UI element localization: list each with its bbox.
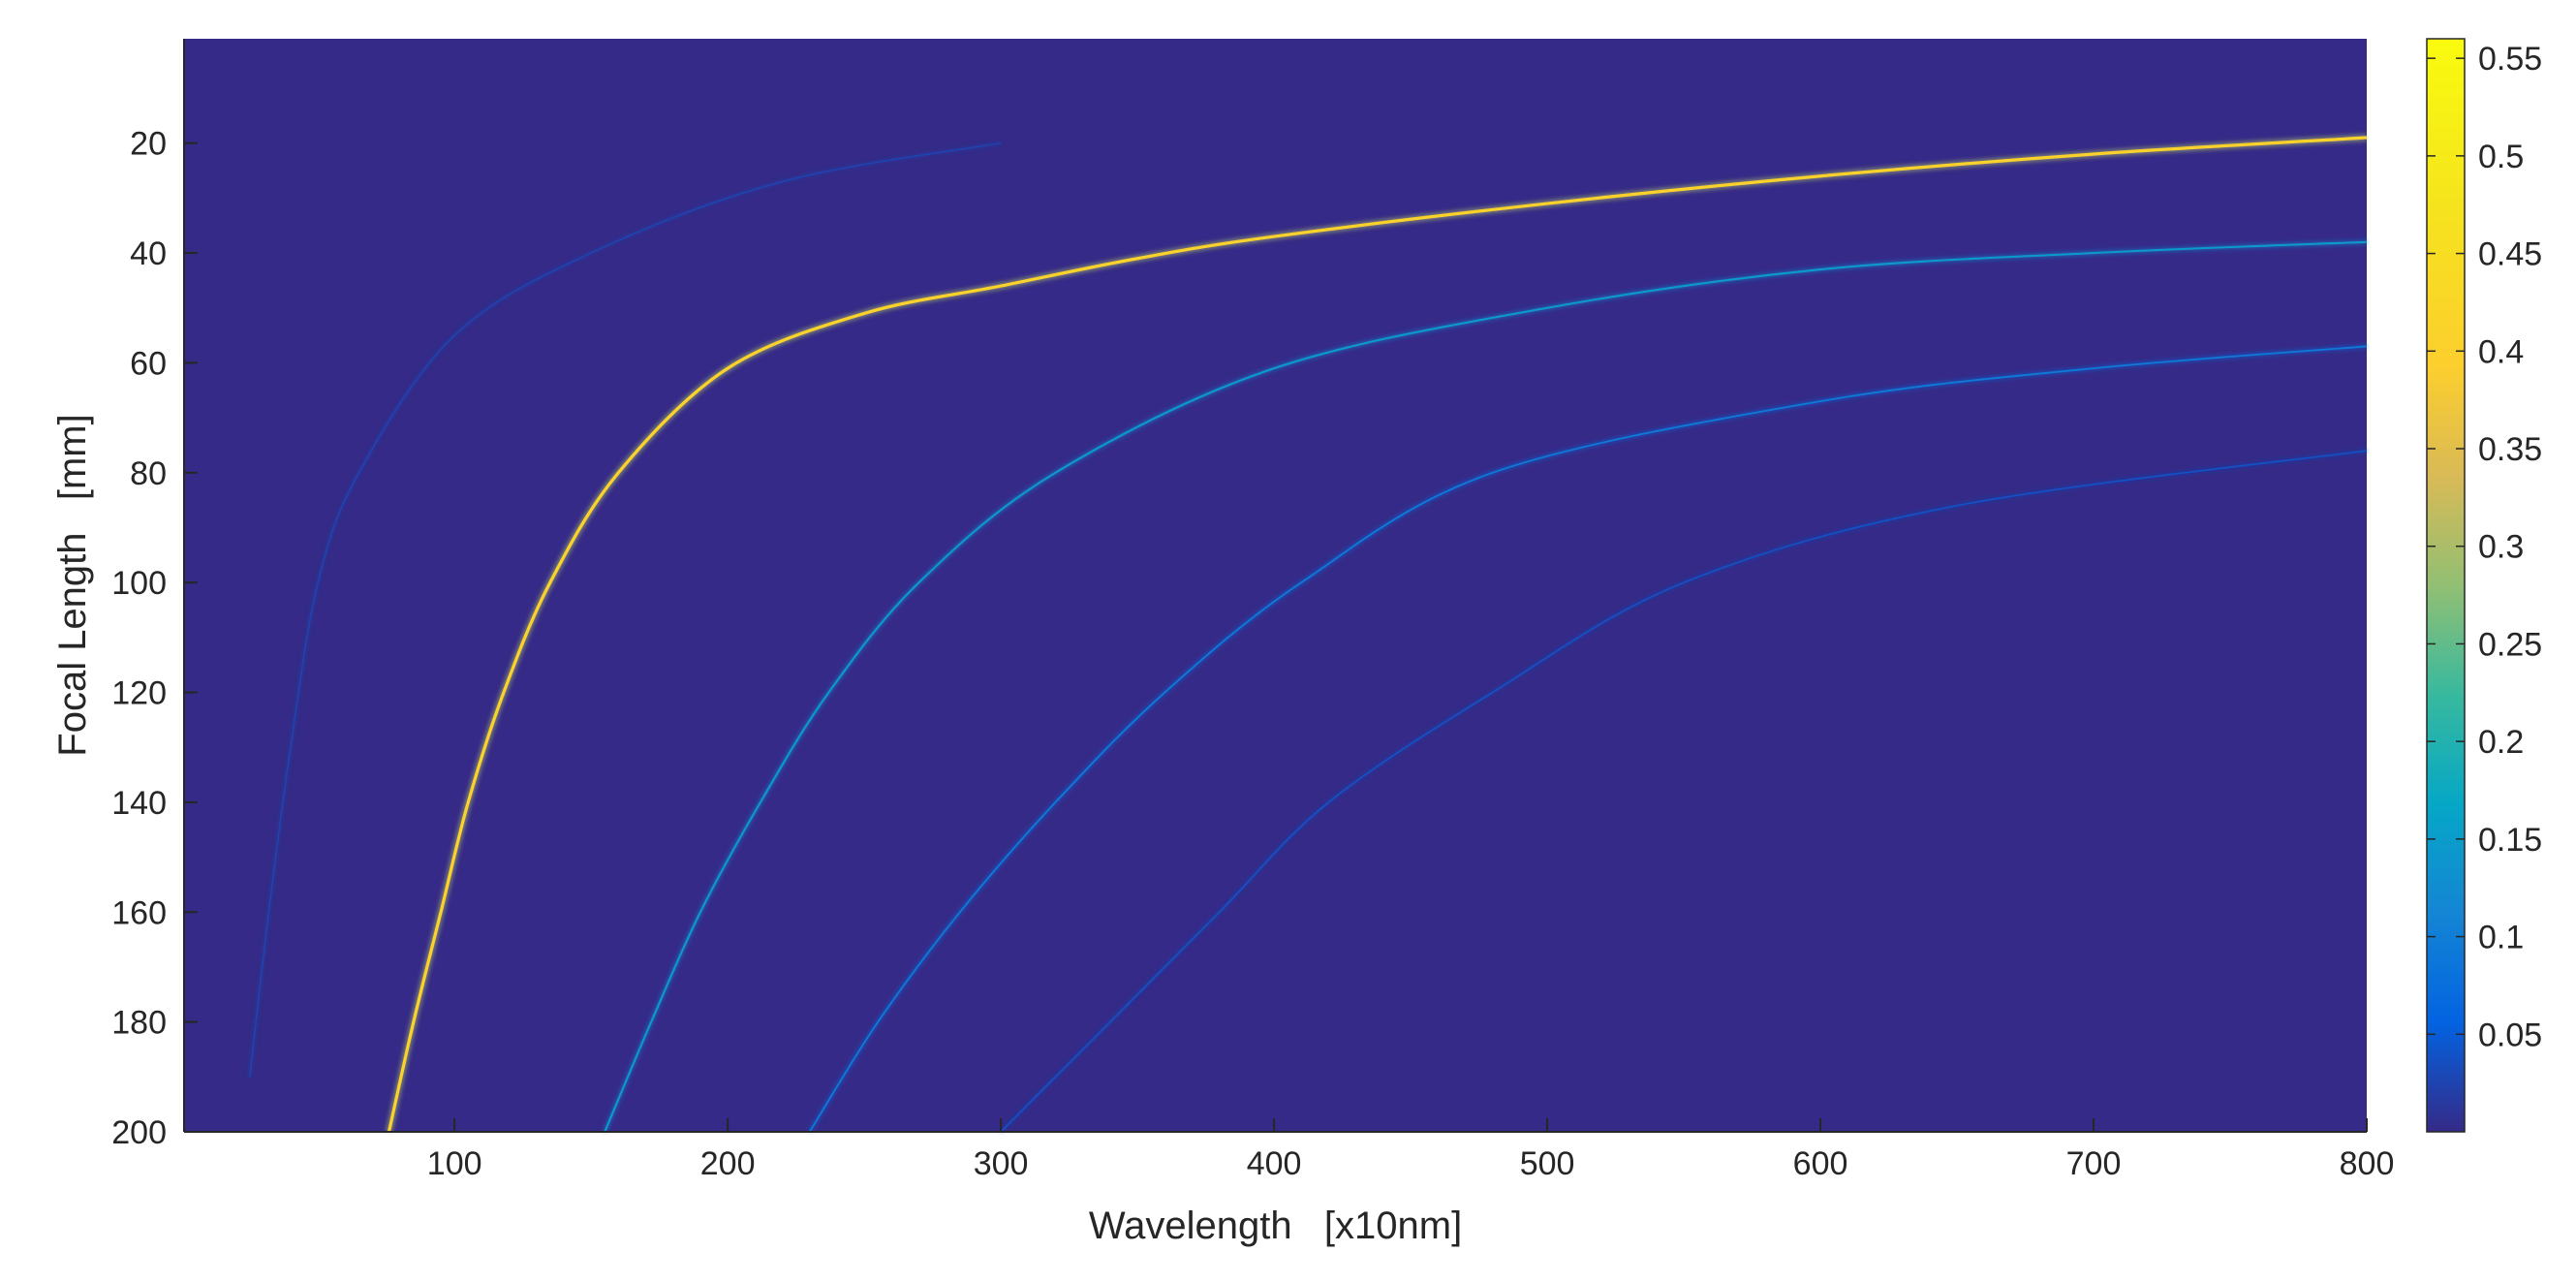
y-tick-label: 60 — [130, 345, 167, 382]
x-tick-label: 300 — [974, 1145, 1029, 1182]
colorbar-ticks: 0.05 0.1 0.15 0.2 0.25 0.3 0.35 0.4 0.45 0.5 0.55 — [2427, 41, 2542, 1053]
y-axis-label: Focal Length [mm] — [51, 414, 94, 756]
y-tick-label: 180 — [111, 1005, 167, 1042]
y-tick-label: 100 — [111, 565, 167, 602]
colorbar-tick-label: 0.1 — [2478, 920, 2524, 956]
colorbar-tick-label: 0.55 — [2478, 41, 2542, 78]
colorbar-tick-label: 0.05 — [2478, 1017, 2542, 1053]
colorbar-tick-label: 0.35 — [2478, 431, 2542, 468]
curve-2 — [604, 240, 2368, 1133]
plot-area — [184, 39, 2367, 1132]
curve-3 — [808, 345, 2368, 1133]
colorbar-tick-label: 0.45 — [2478, 236, 2542, 273]
y-tick-label: 120 — [111, 675, 167, 712]
curve-4 — [1000, 450, 2368, 1133]
x-axis-label: Wavelength [x10nm] — [1089, 1205, 1462, 1247]
x-tick-label: 500 — [1520, 1145, 1575, 1182]
y-axis-ticks: 20 40 60 80 100 120 140 160 180 200 — [111, 39, 198, 1151]
curve-1 — [387, 136, 2368, 1133]
colorbar — [2426, 38, 2466, 1133]
y-tick-label: 80 — [130, 455, 167, 492]
x-tick-label: 200 — [700, 1145, 756, 1182]
y-tick-label: 140 — [111, 785, 167, 822]
y-tick-label: 200 — [111, 1114, 167, 1151]
colorbar-tick-label: 0.2 — [2478, 724, 2524, 761]
colorbar-tick-label: 0.15 — [2478, 822, 2542, 859]
x-axis-ticks: 100 200 300 400 500 600 700 800 — [184, 1118, 2394, 1182]
colorbar-tick-label: 0.3 — [2478, 529, 2524, 566]
x-tick-label: 600 — [1793, 1145, 1848, 1182]
colorbar-tick-label: 0.4 — [2478, 333, 2524, 370]
curve-5 — [248, 141, 1002, 1078]
colorbar-tick-label: 0.5 — [2478, 139, 2524, 175]
y-tick-label: 40 — [130, 235, 167, 272]
colorbar-tick-label: 0.25 — [2478, 626, 2542, 663]
x-tick-label: 400 — [1247, 1145, 1302, 1182]
x-tick-label: 700 — [2066, 1145, 2122, 1182]
x-tick-label: 800 — [2340, 1145, 2395, 1182]
y-tick-label: 160 — [111, 894, 167, 931]
x-tick-label: 100 — [427, 1145, 482, 1182]
intensity-curves — [248, 134, 2368, 1134]
y-tick-label: 20 — [130, 126, 167, 163]
